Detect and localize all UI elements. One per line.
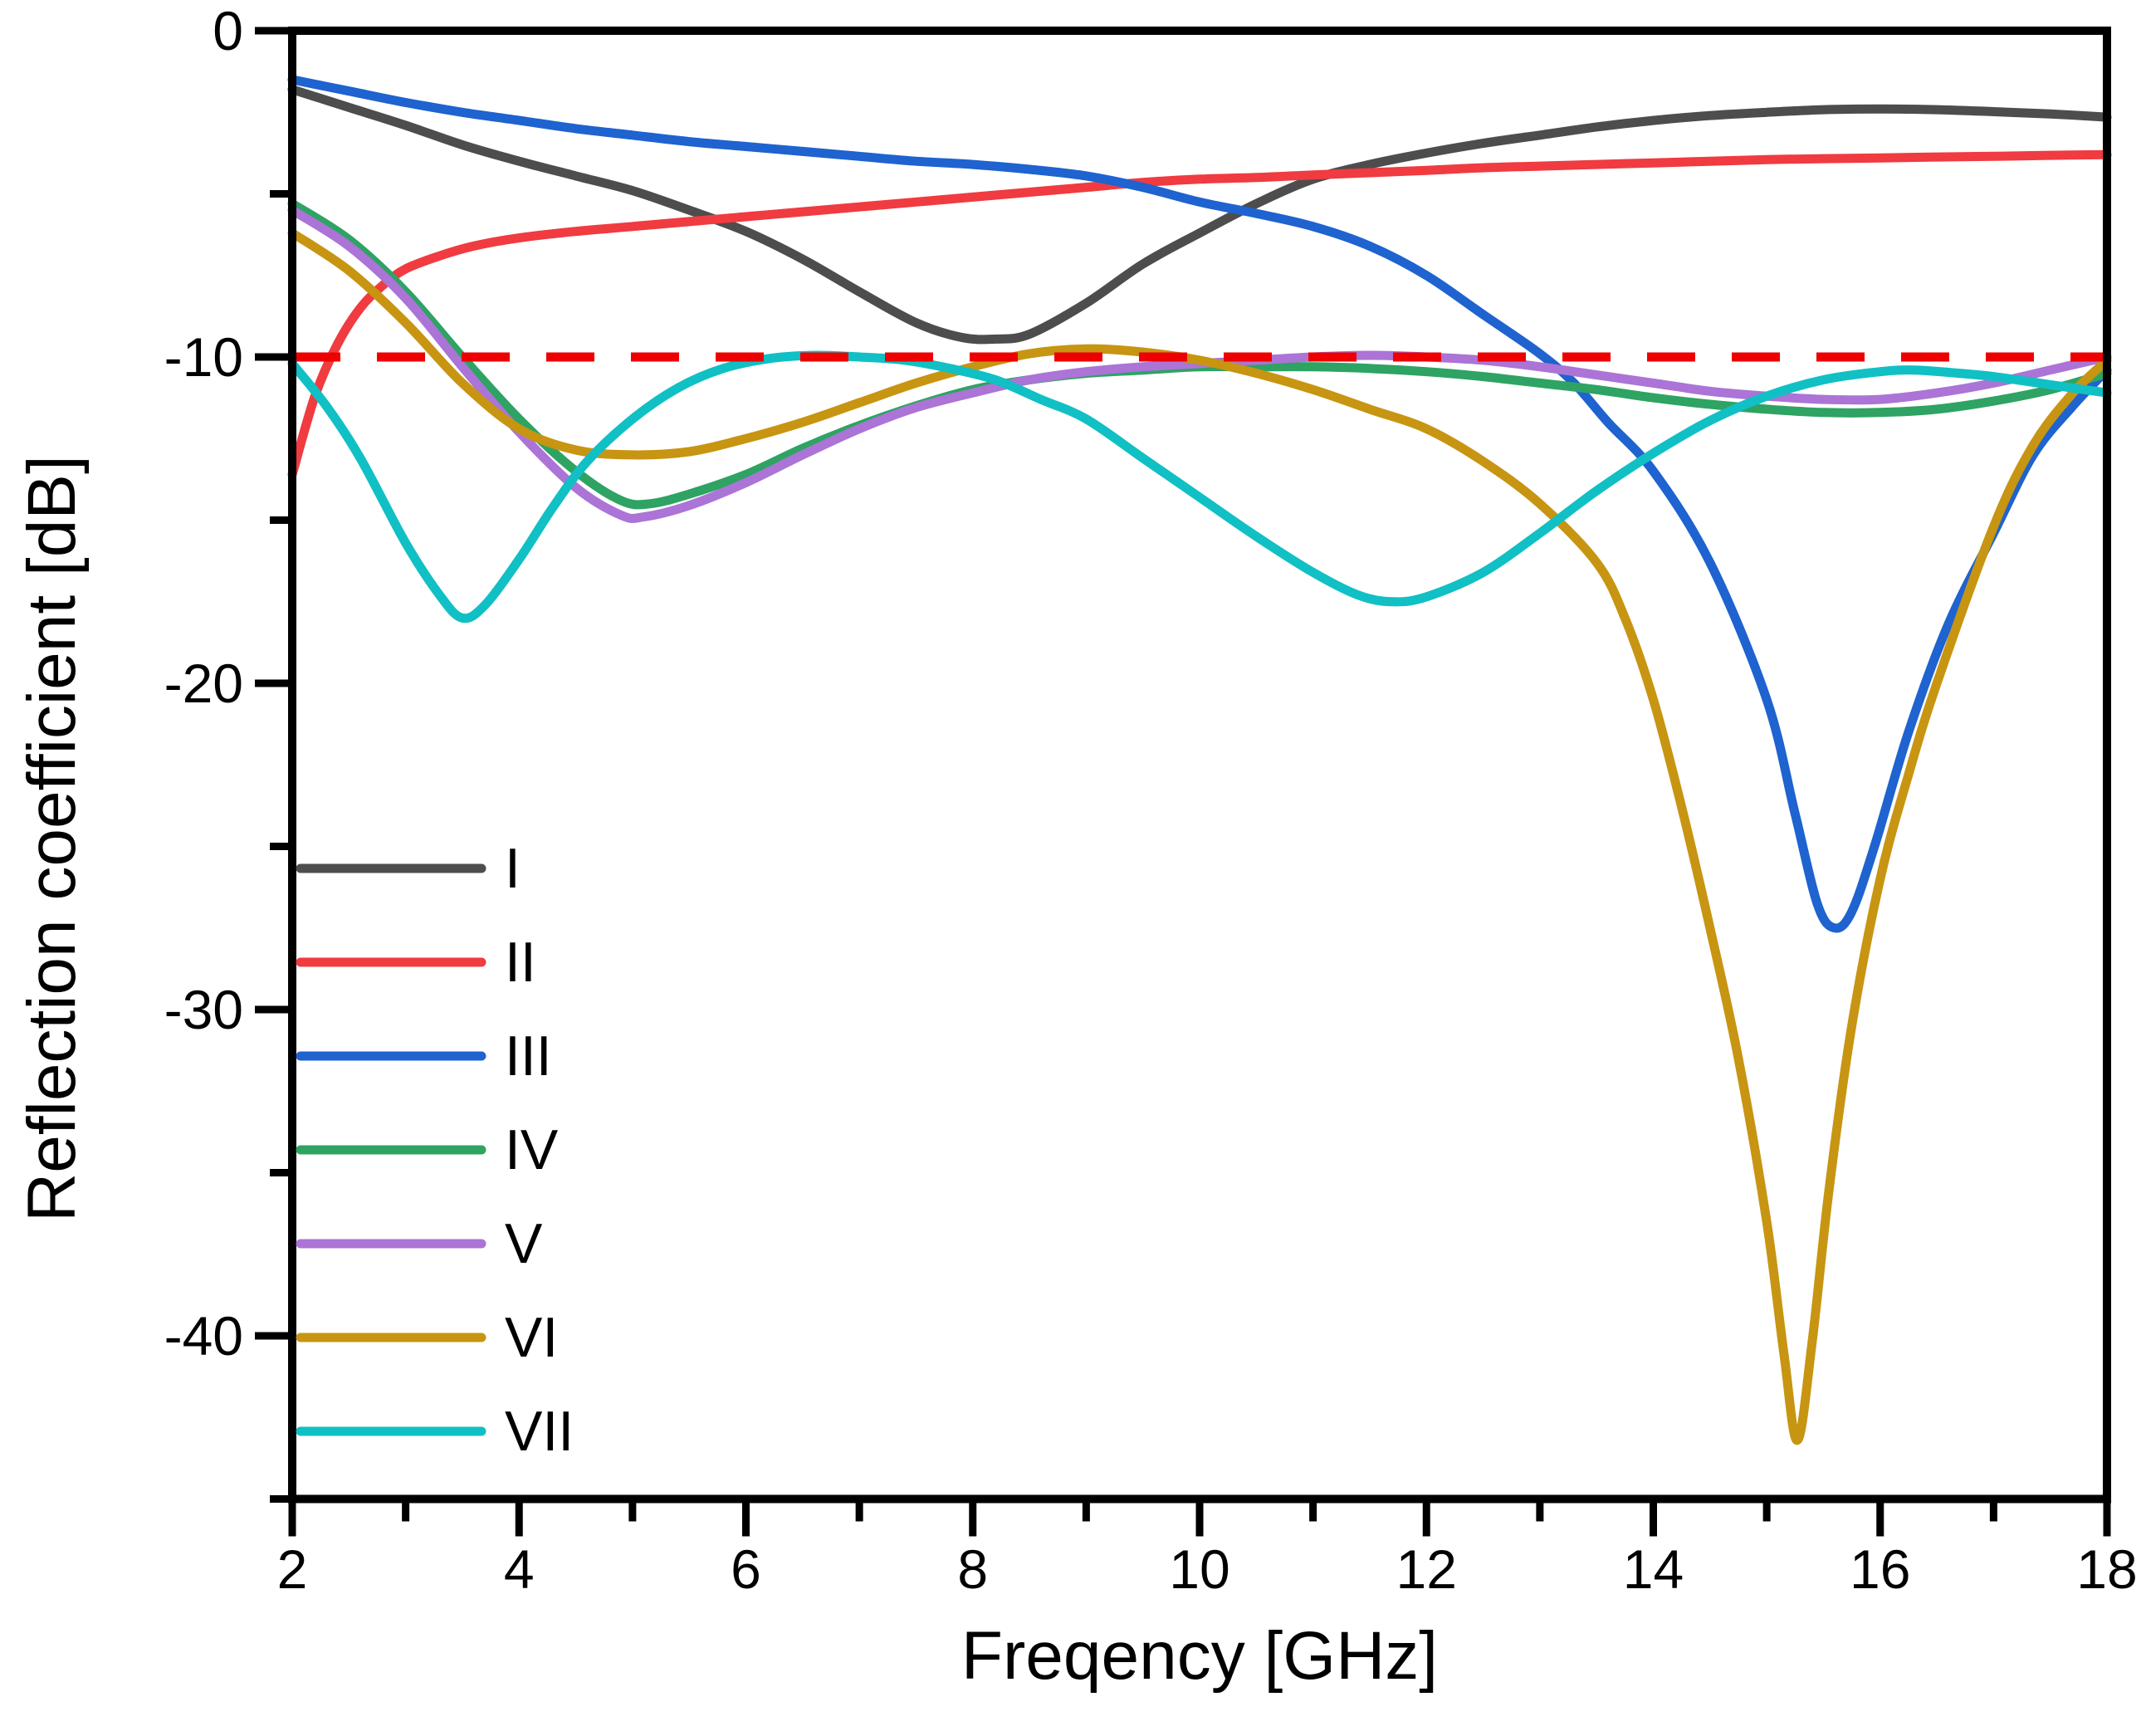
- series-VII-line: [287, 350, 2112, 623]
- x-tick-label: 2: [277, 1538, 308, 1600]
- y-axis-title: Reflection coefficient [dB]: [14, 455, 90, 1222]
- series-I-line: [287, 85, 2112, 345]
- y-tick-label: 0: [213, 0, 243, 61]
- legend-label-III: III: [505, 1024, 552, 1088]
- legend-label-VII: VII: [505, 1400, 574, 1463]
- y-tick-label: -30: [164, 979, 243, 1040]
- series-VI-line: [287, 228, 2112, 1445]
- legend-label-I: I: [505, 837, 521, 900]
- legend-label-V: V: [505, 1212, 543, 1275]
- x-tick-label: 10: [1169, 1538, 1229, 1600]
- y-tick-label: -10: [164, 326, 243, 388]
- x-tick-label: 4: [504, 1538, 535, 1600]
- x-axis-title: Freqency [GHz]: [961, 1618, 1439, 1694]
- y-tick-label: -40: [164, 1305, 243, 1367]
- y-tick-label: -20: [164, 653, 243, 714]
- series-V-line: [287, 205, 2112, 524]
- x-tick-label: 12: [1396, 1538, 1457, 1600]
- legend-label-VI: VI: [505, 1306, 558, 1369]
- series-III-line: [287, 75, 2112, 933]
- plot-frame: [288, 27, 2111, 1504]
- legend-label-IV: IV: [505, 1118, 559, 1181]
- x-tick-label: 8: [957, 1538, 988, 1600]
- series-II-line: [287, 149, 2112, 479]
- x-tick-label: 16: [1850, 1538, 1910, 1600]
- x-tick-label: 14: [1623, 1538, 1684, 1600]
- x-tick-label: 6: [731, 1538, 761, 1600]
- legend-label-II: II: [505, 931, 536, 994]
- x-tick-label: 18: [2076, 1538, 2137, 1600]
